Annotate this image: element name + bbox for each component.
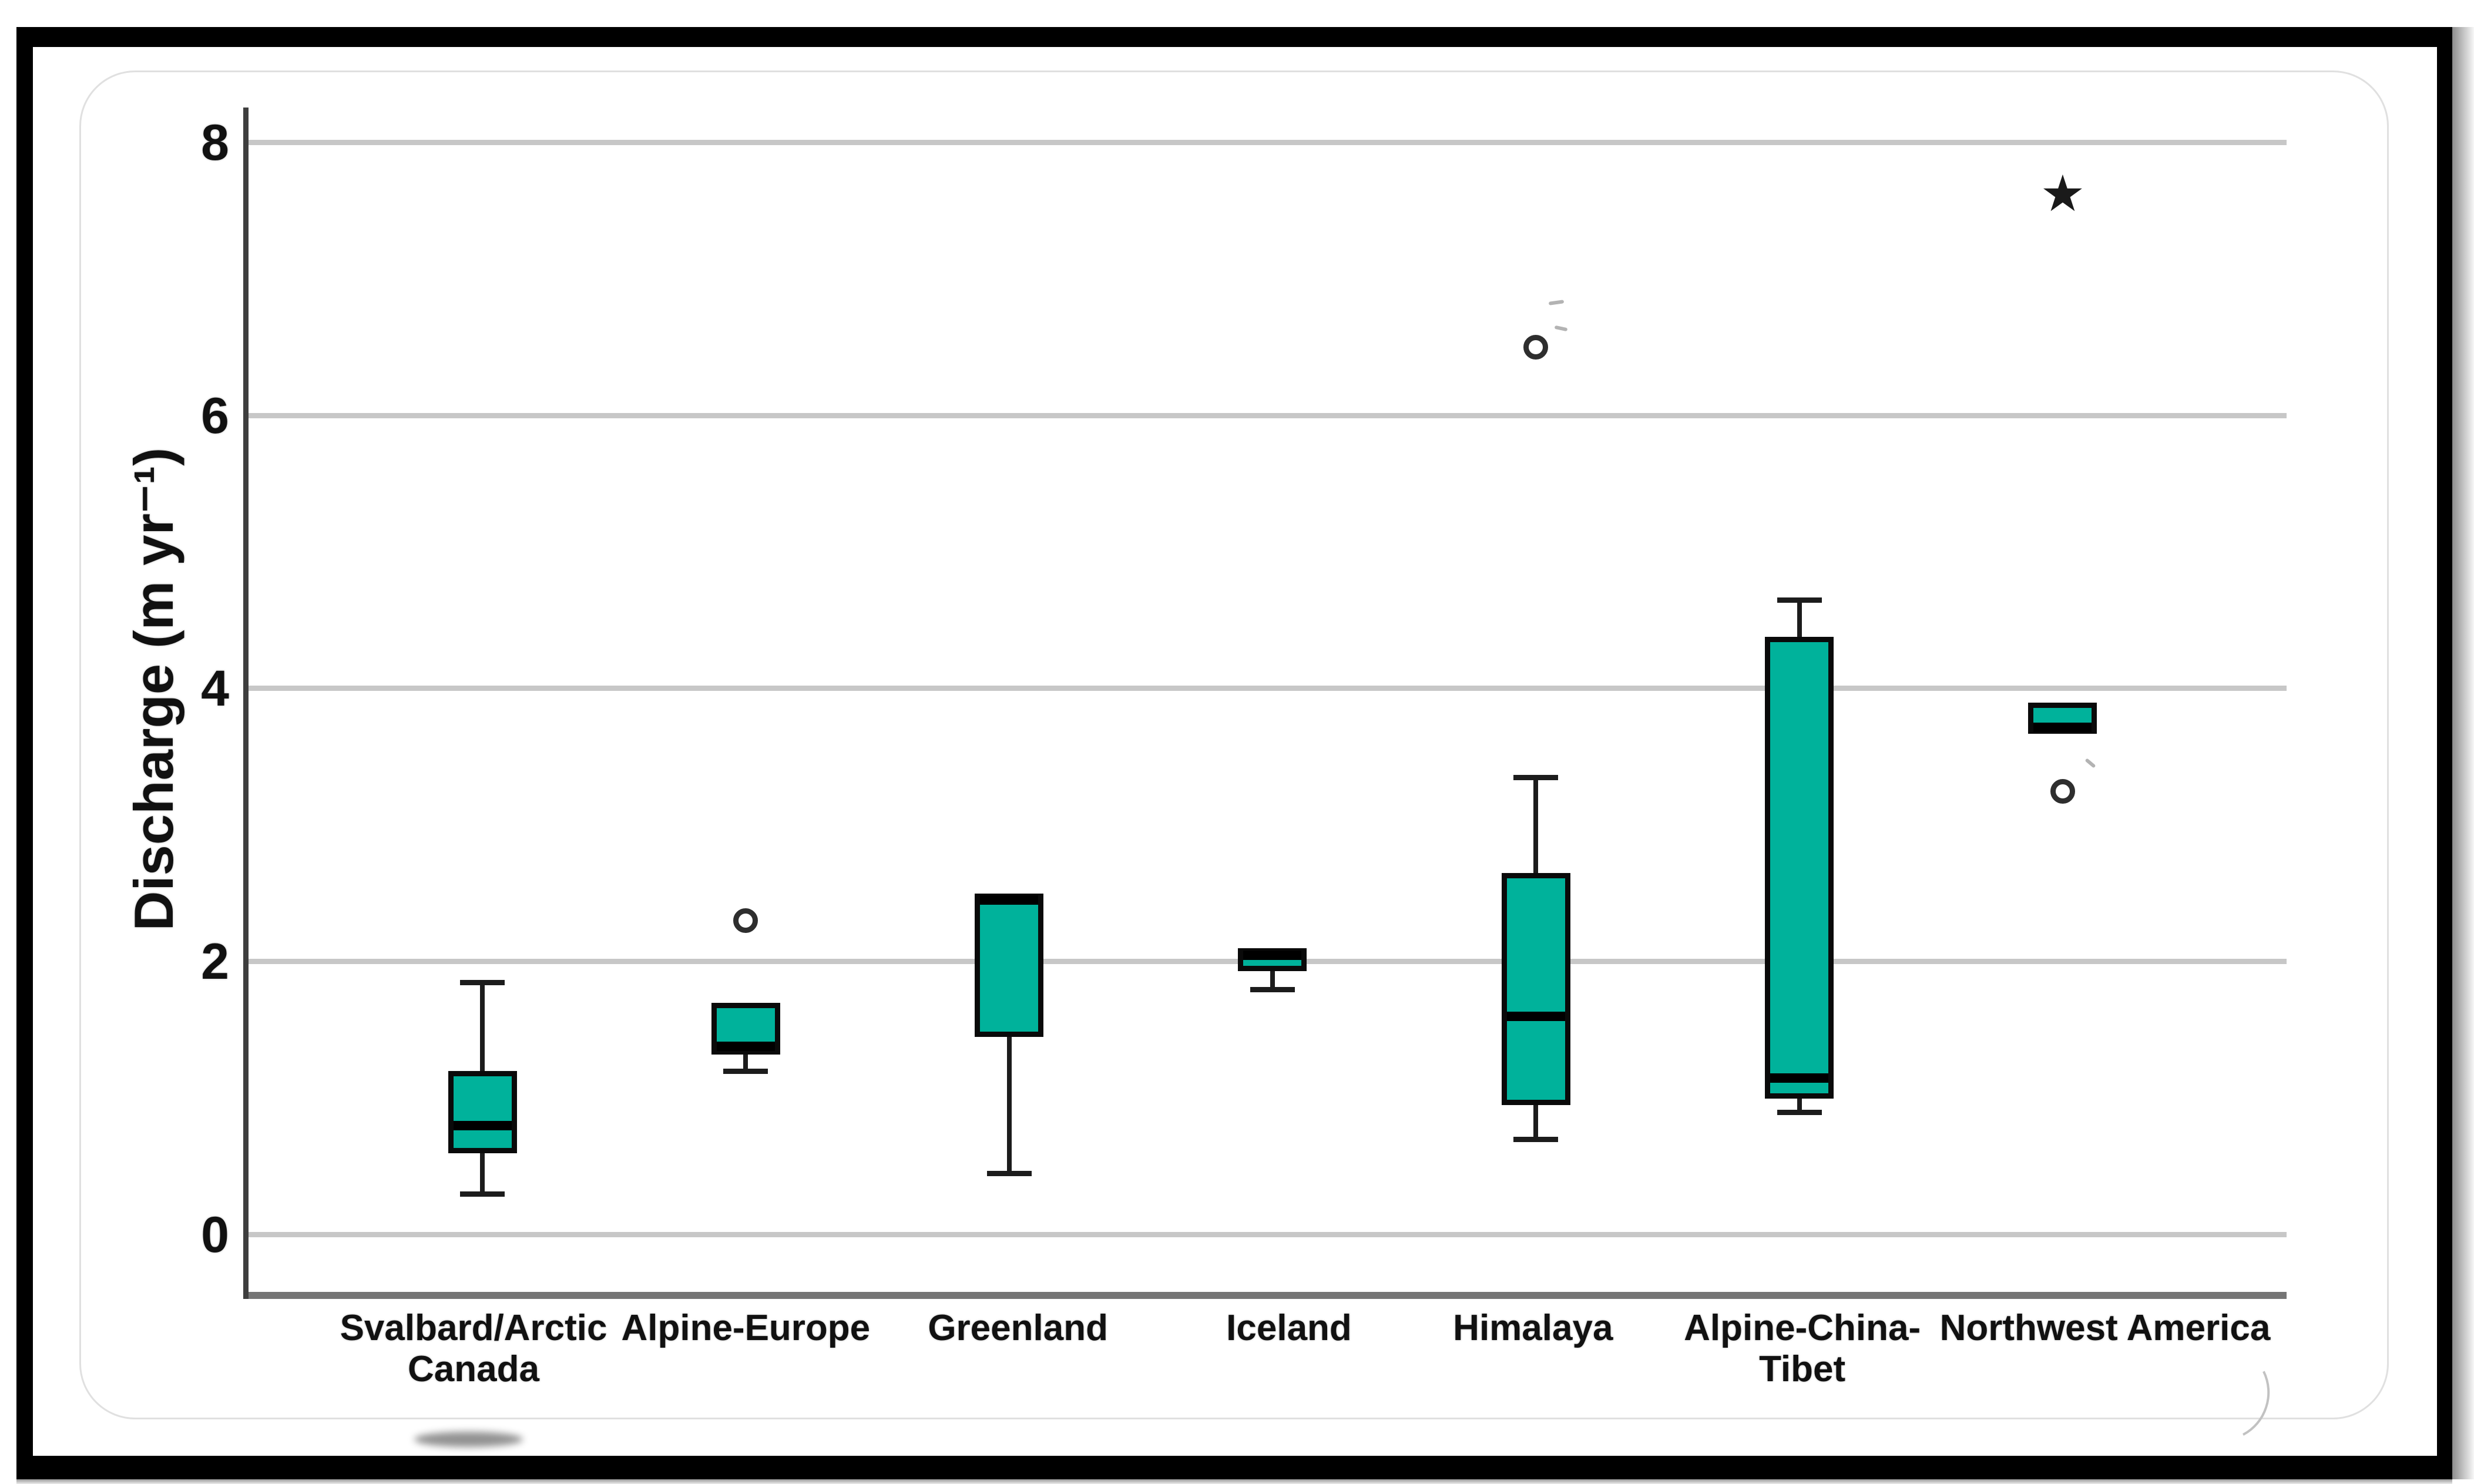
lower-whisker-cap [460,1191,505,1197]
x-tick-label-line: Alpine-Europe [621,1308,871,1348]
scan-shadow-bottom [16,1479,2452,1484]
x-tick-label: Himalaya [1362,1308,1703,1349]
x-tick-label-line: Canada [408,1349,539,1389]
y-tick-label: 4 [201,660,229,717]
x-tick-label: Iceland [1119,1308,1459,1349]
median-line [1506,1012,1565,1022]
x-tick-label: Svalbard/Arctic Canada [303,1308,644,1390]
x-tick-label: Alpine-Europe [575,1308,916,1349]
lower-whisker [1797,1098,1802,1112]
x-tick-label-line: Greenland [928,1308,1108,1348]
x-tick-label: Greenland [848,1308,1189,1349]
lower-whisker [743,1055,748,1072]
box [975,894,1044,1038]
extreme-star: ★ [2040,164,2086,223]
median-line [1770,1073,1829,1083]
lower-whisker-cap [986,1171,1032,1177]
outlier-circle [1523,335,1549,360]
y-tick-label: 2 [201,934,229,991]
lower-whisker [1533,1105,1539,1140]
x-tick-label-line: Iceland [1226,1308,1352,1348]
scan-shadow-right [2452,27,2474,1479]
x-tick-label-line: Northwest America [1939,1308,2271,1348]
x-tick-label-line: Svalbard/Arctic [340,1308,607,1348]
box [1765,637,1834,1099]
upper-whisker [480,982,485,1072]
gridline [243,686,2287,691]
lower-whisker [1006,1037,1012,1174]
outlier-circle [733,908,758,934]
lower-whisker-cap [1777,1109,1822,1115]
lower-whisker-cap [723,1069,768,1075]
x-tick-label-line: Himalaya [1453,1308,1613,1348]
upper-whisker-cap [1777,597,1822,603]
x-tick-label-line: Alpine-China- [1684,1308,1921,1348]
x-axis-baseline [243,1292,2287,1299]
upper-whisker-cap [460,980,505,986]
upper-whisker [1797,600,1802,637]
y-tick-label: 8 [201,114,229,171]
x-tick-label-line: Tibet [1759,1349,1846,1389]
upper-whisker [1533,777,1539,874]
y-tick-label: 0 [201,1207,229,1263]
median-line [716,1042,775,1052]
median-line [2033,723,2092,733]
gridline [243,139,2287,145]
median-line [980,895,1039,905]
median-line [453,1121,512,1131]
y-axis-line [243,108,249,1299]
outlier-circle [2050,778,2075,804]
outer-frame [16,27,2452,1479]
lower-whisker-cap [1250,986,1295,992]
upper-whisker-cap [1513,775,1559,781]
box [448,1071,517,1153]
box [1501,873,1570,1106]
median-line [1243,950,1302,960]
y-tick-label: 6 [201,387,229,444]
lower-whisker [480,1153,485,1194]
gridline [243,412,2287,418]
lower-whisker [1270,971,1275,989]
lower-whisker-cap [1513,1137,1559,1143]
gridline [243,1232,2287,1237]
x-tick-label: Alpine-China- Tibet [1632,1308,1973,1390]
x-tick-label: Northwest America [1935,1308,2275,1349]
